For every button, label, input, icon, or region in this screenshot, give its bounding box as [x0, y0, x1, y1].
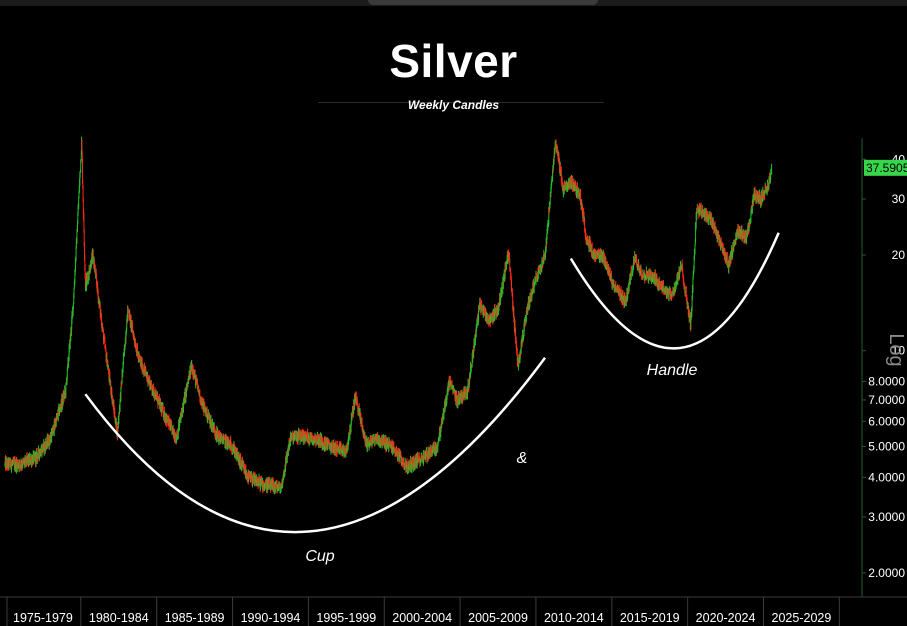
y-tick-label-3: 10 [892, 344, 906, 358]
last-price-marker: 37.5905 [864, 159, 907, 176]
x-tick-label-5: 2000-2004 [392, 611, 452, 625]
x-tick-label-2: 1985-1989 [165, 611, 225, 625]
pattern-annotations: Cup & Handle [84, 232, 780, 565]
x-tick-label-4: 1995-1999 [316, 611, 376, 625]
y-tick-label-2: 20 [892, 248, 906, 262]
annotation-arc-handle [569, 232, 780, 350]
x-tick-label-10: 2025-2029 [772, 611, 832, 625]
annotation-arc-cup [84, 357, 547, 534]
top-toolbar-strip [0, 0, 907, 6]
x-tick-label-3: 1990-1994 [241, 611, 301, 625]
last-price-label: 37.5905 [866, 161, 907, 175]
annotation-label-2: Handle [647, 362, 698, 379]
y-tick-label-9: 3.0000 [868, 510, 905, 524]
y-tick-label-4: 8.0000 [868, 375, 905, 389]
x-tick-label-1: 1980-1984 [89, 611, 149, 625]
y-tick-label-7: 5.0000 [868, 439, 905, 453]
x-tick-label-0: 1975-1979 [13, 611, 73, 625]
y-tick-label-1: 30 [892, 192, 906, 206]
x-axis: 1975-1979 1980-1984 1985-1989 1990-1994 1995… [0, 596, 907, 626]
y-tick-label-5: 7.0000 [868, 393, 905, 407]
chart-title: Silver [389, 35, 518, 87]
y-axis-name: Log [885, 333, 907, 366]
annotation-label-1: & [517, 450, 528, 467]
x-tick-label-6: 2005-2009 [468, 611, 528, 625]
last-price-tag [864, 159, 907, 176]
annotation-label-0: Cup [305, 548, 334, 565]
toolbar-pill [368, 0, 598, 5]
subtitle-divider [318, 102, 604, 103]
chart-subtitle: Weekly Candles [407, 98, 500, 112]
y-axis: 403020108.00007.00006.00005.00004.00003.… [861, 138, 907, 597]
x-tick-label-9: 2020-2024 [696, 611, 756, 625]
y-tick-label-8: 4.0000 [868, 470, 905, 484]
candle-series [4, 136, 773, 495]
x-tick-label-8: 2015-2019 [620, 611, 680, 625]
y-tick-label-6: 6.0000 [868, 414, 905, 428]
y-tick-label-10: 2.0000 [868, 566, 905, 580]
x-tick-label-7: 2010-2014 [544, 611, 604, 625]
